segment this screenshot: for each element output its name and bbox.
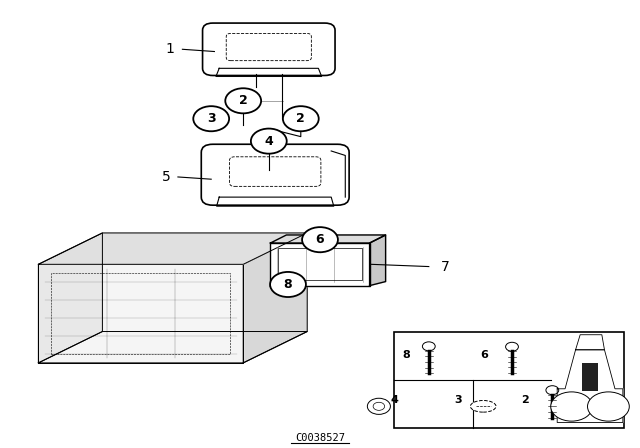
Text: C0038527: C0038527 <box>295 433 345 443</box>
Text: 7: 7 <box>440 259 449 274</box>
Polygon shape <box>243 233 307 363</box>
Polygon shape <box>216 197 334 206</box>
Circle shape <box>302 227 338 252</box>
Polygon shape <box>370 235 385 286</box>
Circle shape <box>251 129 287 154</box>
Text: 4: 4 <box>264 134 273 148</box>
Polygon shape <box>270 243 370 286</box>
Circle shape <box>546 386 559 395</box>
Polygon shape <box>216 69 321 77</box>
Circle shape <box>551 392 593 421</box>
Polygon shape <box>270 235 385 243</box>
Circle shape <box>225 88 261 113</box>
Bar <box>582 363 598 392</box>
Circle shape <box>506 342 518 351</box>
Text: 4: 4 <box>390 395 398 405</box>
Text: 5: 5 <box>162 170 171 184</box>
Circle shape <box>422 342 435 351</box>
Text: 8: 8 <box>402 350 410 360</box>
Text: 3: 3 <box>454 395 462 405</box>
Text: 3: 3 <box>207 112 216 125</box>
Text: 1: 1 <box>165 42 174 56</box>
Circle shape <box>367 398 390 414</box>
Polygon shape <box>38 233 102 363</box>
Polygon shape <box>557 350 623 422</box>
Circle shape <box>270 272 306 297</box>
Ellipse shape <box>470 401 496 412</box>
Text: 2: 2 <box>239 94 248 108</box>
Circle shape <box>283 106 319 131</box>
Circle shape <box>193 106 229 131</box>
FancyBboxPatch shape <box>202 23 335 76</box>
Circle shape <box>373 402 385 410</box>
Text: 2: 2 <box>522 395 529 405</box>
Text: 6: 6 <box>480 350 488 360</box>
FancyBboxPatch shape <box>201 144 349 205</box>
Bar <box>394 332 624 428</box>
Text: 2: 2 <box>296 112 305 125</box>
Polygon shape <box>38 264 243 363</box>
Polygon shape <box>575 335 604 350</box>
Circle shape <box>588 392 629 421</box>
Polygon shape <box>38 332 307 363</box>
Text: 8: 8 <box>284 278 292 291</box>
Polygon shape <box>38 233 307 264</box>
Text: 6: 6 <box>316 233 324 246</box>
